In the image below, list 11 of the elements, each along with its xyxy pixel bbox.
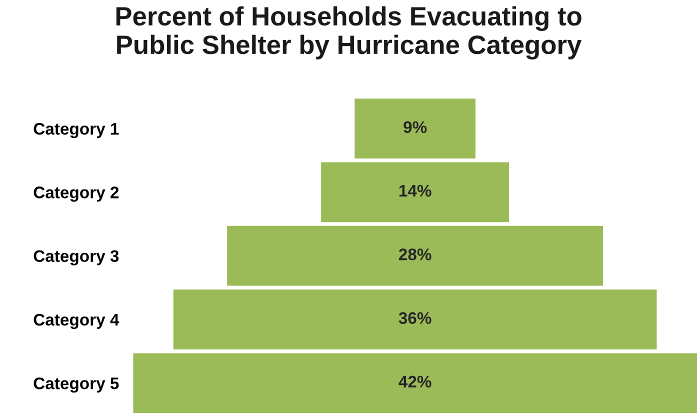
data-label: 9% xyxy=(404,121,427,134)
category-label: Category 4 xyxy=(34,314,120,329)
data-label: 28% xyxy=(398,248,432,260)
text: Percent of Households Evacuating to Public Shelter by Hurricane Category xyxy=(116,6,582,60)
category-label: Category 5 xyxy=(34,377,119,393)
data-label: 14% xyxy=(399,184,432,197)
category-label: Category 3 xyxy=(34,250,119,266)
category-label: Category 1 xyxy=(34,122,119,138)
category-label: Category 2 xyxy=(34,186,119,202)
data-label: 36% xyxy=(398,312,432,324)
data-label: 42% xyxy=(398,376,432,388)
